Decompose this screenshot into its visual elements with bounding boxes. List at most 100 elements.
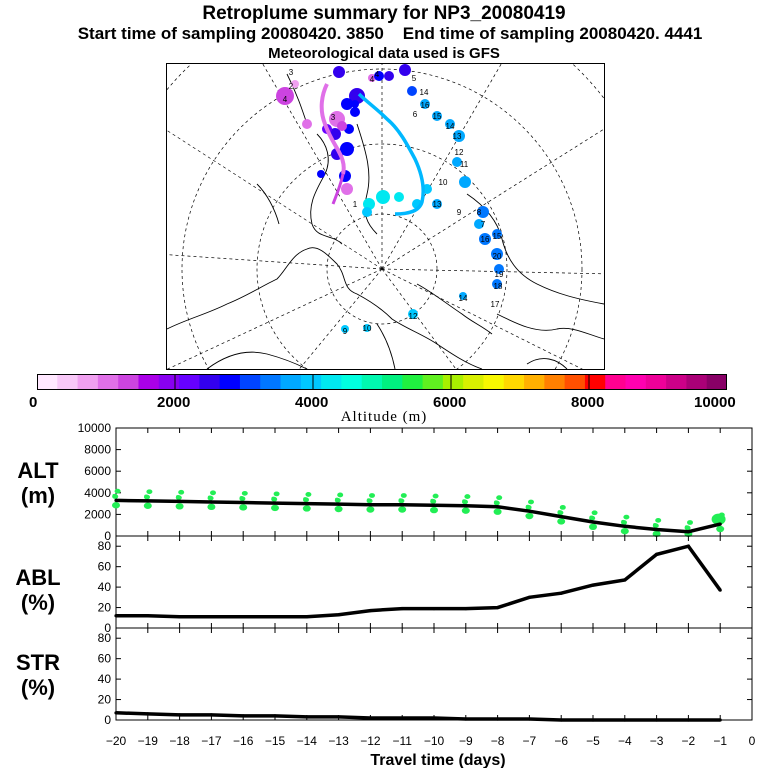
particle-marker <box>445 119 455 129</box>
plume-centroid-path <box>357 92 425 216</box>
particle-day-label: 18 <box>494 282 503 291</box>
coastline <box>356 123 378 235</box>
particle-marker <box>452 157 462 167</box>
abl-point <box>146 614 150 618</box>
str-point <box>273 714 277 718</box>
str-label-name: STR <box>16 650 60 675</box>
alt-particle-point <box>146 505 151 509</box>
alt-particle-point <box>496 511 501 515</box>
colorbar-swatch <box>706 374 727 390</box>
y-tick-label: 60 <box>98 652 112 666</box>
abl-point <box>241 615 245 619</box>
alt-particle-point <box>716 517 723 523</box>
x-tick-label: −14 <box>297 734 318 748</box>
str-point <box>209 713 213 717</box>
colorbar-swatch <box>280 374 302 390</box>
alt-particle-point <box>366 498 373 504</box>
alt-particle-point <box>369 493 375 498</box>
str-panel-label: STR (%) <box>3 650 73 700</box>
abl-point <box>432 606 436 611</box>
particle-marker <box>362 207 372 217</box>
str-point <box>623 718 627 722</box>
x-tick-label: −8 <box>491 734 505 748</box>
alt-label-name: ALT <box>17 458 59 483</box>
str-point <box>305 715 309 719</box>
altitude-colorbar <box>37 374 727 390</box>
particle-marker <box>494 264 504 274</box>
coastline <box>167 247 483 369</box>
particle-day-label: 14 <box>420 88 429 97</box>
abl-panel-label: ABL (%) <box>3 565 73 615</box>
y-tick-label: 0 <box>104 621 111 635</box>
particle-marker <box>453 130 465 142</box>
coastline <box>526 358 568 369</box>
latitude-circle <box>167 64 604 100</box>
coastline <box>376 323 396 369</box>
y-tick-label: 20 <box>98 601 112 615</box>
particle-marker <box>477 206 489 218</box>
y-tick-label: 4000 <box>84 486 111 500</box>
particle-marker <box>351 100 359 108</box>
alt-point <box>146 499 150 503</box>
alt-particle-point <box>401 509 405 513</box>
abl-point <box>368 609 372 613</box>
alt-particle-point <box>591 526 596 530</box>
alt-particle-point <box>719 528 723 532</box>
alt-point <box>114 498 118 502</box>
x-tick-label: −6 <box>554 734 568 748</box>
str-point <box>655 718 659 722</box>
alt-point <box>273 501 277 505</box>
x-tick-label: −2 <box>682 734 696 748</box>
alt-particle-point <box>464 510 469 514</box>
alt-particle-point <box>525 504 532 510</box>
coastline <box>310 133 343 245</box>
meridian <box>167 130 383 270</box>
colorbar-swatch <box>422 374 444 390</box>
alt-particle-point <box>337 492 344 498</box>
particle-day-label: 12 <box>455 148 464 157</box>
colorbar-swatch <box>382 374 403 390</box>
y-tick-label: 80 <box>98 631 112 645</box>
alt-particle-point <box>684 525 691 531</box>
colorbar-swatch <box>645 374 667 390</box>
abl-point <box>655 552 659 556</box>
str-point <box>496 717 500 721</box>
colorbar-swatch <box>138 374 160 390</box>
particle-marker <box>432 111 442 121</box>
colorbar-swatch <box>199 374 221 390</box>
alt-point <box>496 505 500 509</box>
alt-particle-point <box>210 490 216 496</box>
retroplume-map: 4 4 3 2 3 5 4 6 14 16 15 14 13 12 11 10 9 8 7 1 20 19 18 17 16 15… <box>166 63 605 370</box>
y-tick-label: 20 <box>98 693 112 707</box>
coastline <box>466 193 604 305</box>
alt-particle-point <box>687 520 693 525</box>
colorbar-swatch <box>402 374 424 390</box>
x-tick-label: 0 <box>749 734 756 748</box>
str-point <box>114 711 118 715</box>
y-tick-label: 80 <box>98 539 112 553</box>
alt-particle-point <box>210 506 215 510</box>
meridian <box>381 128 604 270</box>
particle-day-label: 8 <box>477 208 482 217</box>
particle-day-label: 3 <box>289 68 294 77</box>
meridian <box>167 268 383 369</box>
alt-median-line <box>115 498 721 534</box>
alt-point <box>559 514 563 519</box>
alt-particle-point <box>178 489 185 495</box>
particle-marker <box>479 233 491 245</box>
particle-marker <box>363 198 375 210</box>
meridian <box>298 268 383 369</box>
colorbar-swatch <box>57 374 79 390</box>
particle-marker <box>302 119 312 129</box>
colorbar-tick-label: 2000 <box>157 394 191 411</box>
coastline <box>206 351 308 369</box>
particle-marker <box>374 71 384 81</box>
colorbar-tick-label: 8000 <box>571 394 605 411</box>
particle-day-label: 13 <box>433 200 442 209</box>
abl-point <box>464 606 468 611</box>
x-tick-label: −12 <box>360 734 381 748</box>
meridian <box>381 268 457 369</box>
alt-particle-point <box>591 510 598 516</box>
abl-point <box>400 606 404 611</box>
alt-panel-label: ALT (m) <box>3 458 73 508</box>
